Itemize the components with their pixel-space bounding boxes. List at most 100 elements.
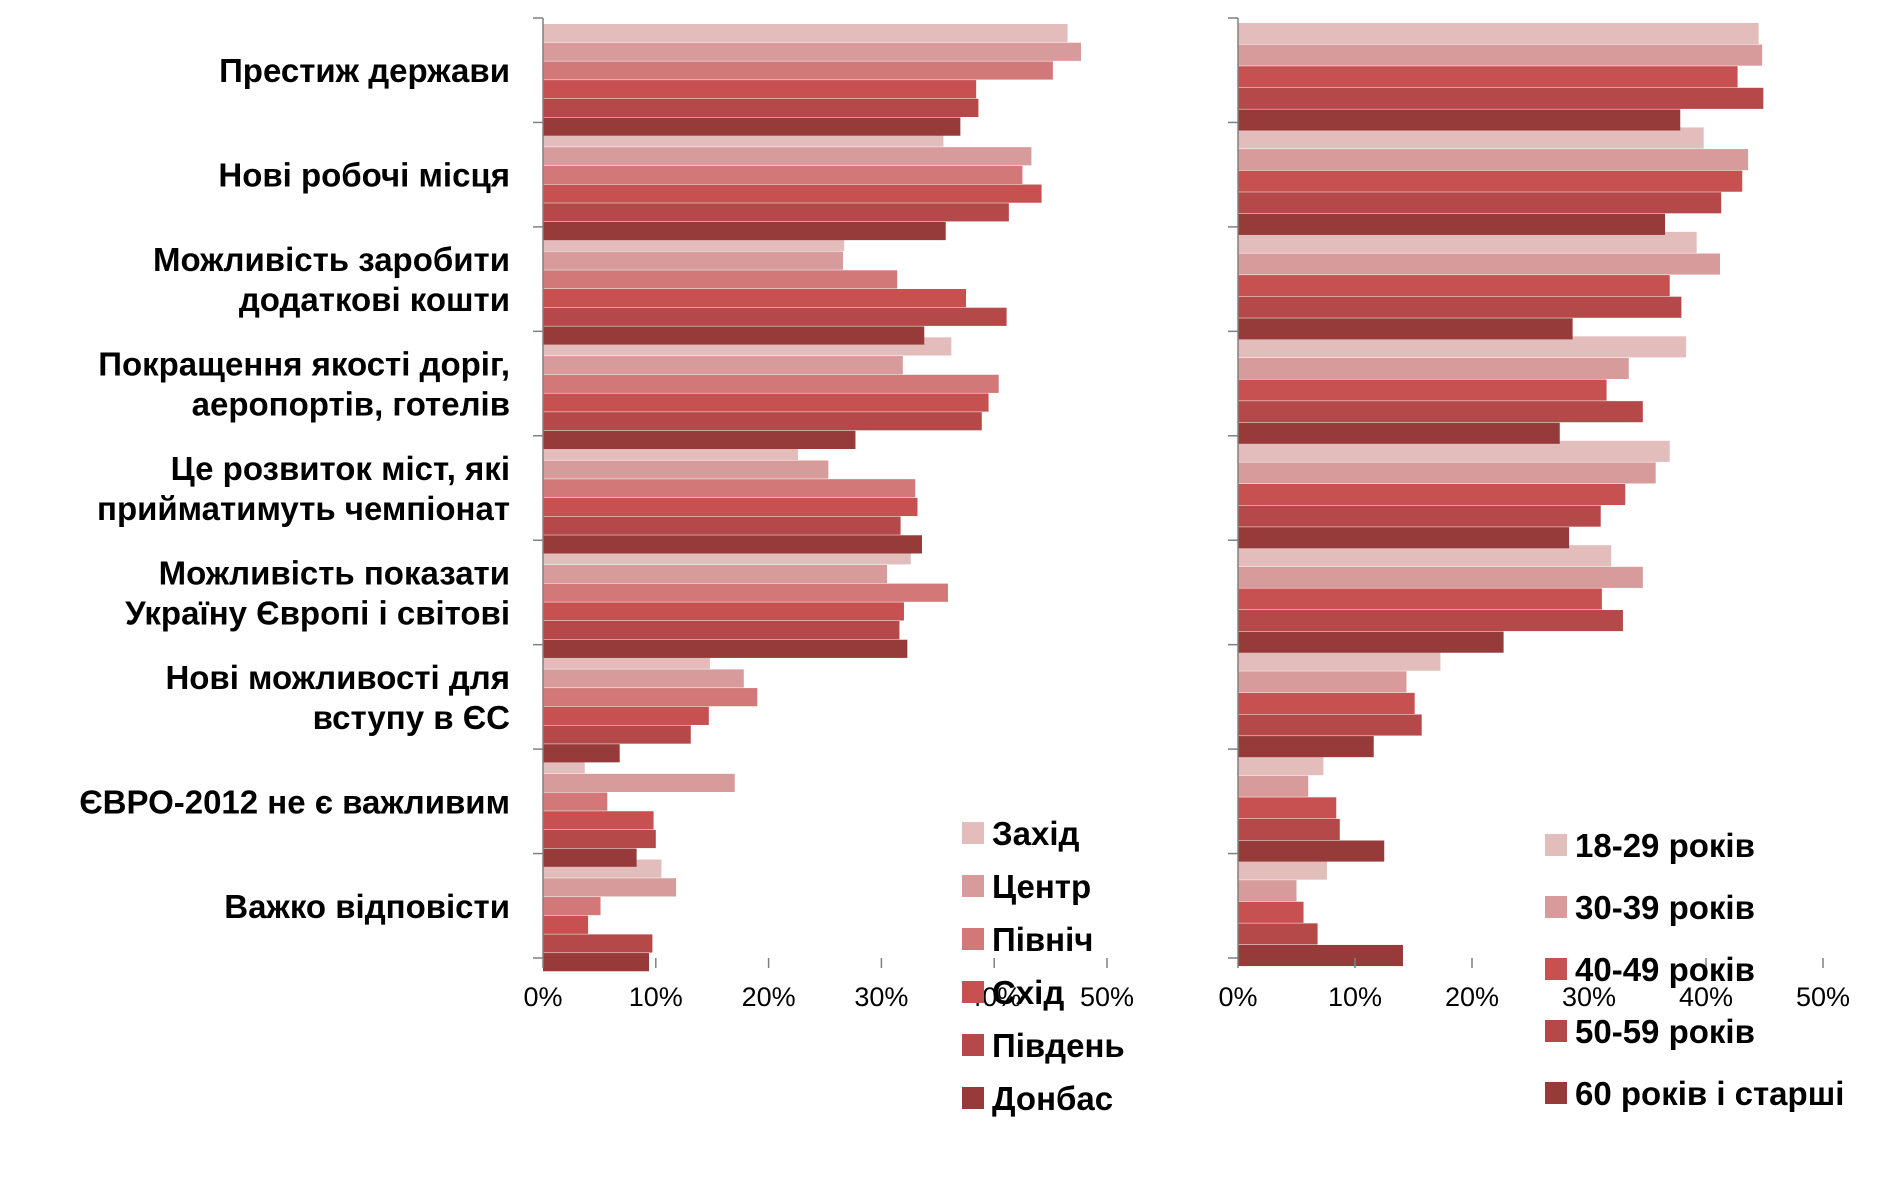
bar [543, 896, 601, 916]
category-label: Важко відповісти [224, 888, 510, 925]
category-label: Нові робочі місця [218, 157, 510, 194]
category-label: Можливість заробити [153, 241, 510, 278]
legend-label: 40-49 років [1575, 951, 1755, 988]
bar [1238, 109, 1681, 131]
bar [1238, 87, 1764, 109]
bar [1238, 440, 1670, 462]
legend-label: Південь [992, 1027, 1125, 1064]
bar [543, 430, 856, 450]
legend-label: Захід [992, 815, 1080, 852]
bar [1238, 253, 1721, 275]
legend-swatch [962, 1034, 984, 1056]
bar [1238, 401, 1643, 423]
bar [543, 393, 989, 412]
bar [1238, 192, 1722, 214]
bar [1238, 775, 1309, 797]
x-tick-label: 10% [1328, 982, 1382, 1012]
category-label: Нові можливості для [165, 659, 510, 696]
bar [543, 792, 608, 811]
legend-label: 50-59 років [1575, 1013, 1755, 1050]
bar [543, 412, 982, 431]
bar [543, 479, 916, 498]
bar [543, 744, 620, 763]
bar [543, 829, 656, 849]
bar [543, 583, 948, 602]
bar [543, 773, 735, 793]
bar [1238, 149, 1749, 171]
bar [543, 953, 650, 972]
bar [1238, 818, 1340, 841]
bar [1238, 336, 1687, 358]
bar [1238, 923, 1318, 945]
category-label: Покращення якості доріг, [98, 346, 510, 383]
bar [1238, 318, 1573, 340]
category-label: Можливість показати [159, 554, 510, 591]
bar [1238, 566, 1643, 588]
bar [1238, 692, 1415, 714]
bar [543, 564, 888, 584]
category-label: прийматимуть чемпіонат [97, 490, 510, 527]
bar [1238, 588, 1602, 610]
bar [1238, 944, 1403, 967]
legend-swatch [1545, 1020, 1567, 1042]
bar [543, 934, 653, 953]
bar [1238, 275, 1670, 297]
x-tick-label: 20% [742, 982, 796, 1012]
bar [1238, 127, 1704, 149]
bar [543, 516, 901, 535]
bar [1238, 610, 1623, 632]
bar [1238, 505, 1601, 527]
x-tick-label: 50% [1080, 982, 1134, 1012]
legend-label: 60 років і старші [1575, 1075, 1844, 1112]
bar [1238, 422, 1560, 444]
x-tick-label: 40% [1679, 982, 1733, 1012]
legend-swatch [962, 875, 984, 897]
bar [1238, 213, 1666, 235]
legend-label: 30-39 років [1575, 889, 1755, 926]
bar [543, 80, 977, 99]
bar [543, 24, 1068, 43]
legend-swatch [1545, 958, 1567, 980]
bar [543, 374, 999, 393]
bar [543, 326, 925, 345]
bar [543, 460, 829, 479]
legend-swatch [962, 822, 984, 844]
bar [543, 497, 918, 517]
bar [543, 915, 589, 934]
legend-label: Центр [992, 868, 1091, 905]
x-tick-label: 0% [1218, 982, 1257, 1012]
bar [1238, 858, 1327, 880]
category-label: ЄВРО-2012 не є важливим [79, 783, 510, 820]
bar [543, 147, 1032, 166]
bar [543, 602, 904, 621]
x-tick-label: 30% [854, 982, 908, 1012]
legend-label: Донбас [992, 1080, 1113, 1117]
bar [1238, 379, 1607, 401]
bar [1238, 296, 1682, 318]
bar [543, 535, 923, 554]
legend-swatch [962, 1087, 984, 1109]
bar [543, 42, 1082, 61]
category-label: Це розвиток міст, які [171, 450, 510, 487]
bar [1238, 462, 1656, 484]
bar [543, 706, 709, 725]
legend-swatch [1545, 1082, 1567, 1104]
category-label: додаткові кошти [239, 281, 510, 318]
bar [1238, 649, 1441, 671]
bar [1238, 880, 1297, 902]
legend-label: Північ [992, 921, 1093, 958]
bar [1238, 754, 1324, 776]
bar [1238, 797, 1337, 819]
bar [1238, 631, 1504, 653]
bar [1238, 357, 1629, 380]
legend-label: 18-29 років [1575, 827, 1755, 864]
legend-label: Схід [992, 974, 1064, 1011]
bar [1238, 23, 1759, 45]
bar [1238, 736, 1374, 758]
bar [1238, 671, 1407, 693]
bar [1238, 66, 1738, 88]
bar [543, 878, 677, 897]
bar [543, 356, 903, 375]
legend-swatch [962, 981, 984, 1003]
